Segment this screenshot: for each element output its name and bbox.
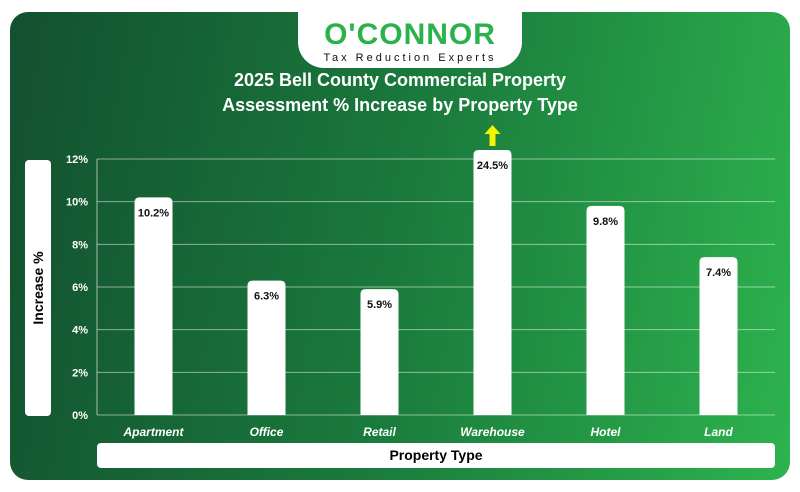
chart-title-line-1: 2025 Bell County Commercial Property	[233, 70, 567, 90]
y-tick-label: 12%	[66, 154, 88, 166]
bar	[473, 150, 512, 415]
data-label: 24.5%	[477, 160, 508, 172]
data-label: 7.4%	[706, 267, 731, 279]
y-axis-label-box: Increase %	[25, 160, 51, 416]
x-tick-label: Hotel	[591, 425, 622, 439]
y-tick-label: 0%	[72, 410, 88, 422]
x-tick-label: Apartment	[122, 425, 184, 439]
data-label: 10.2%	[138, 207, 169, 219]
bar	[699, 257, 738, 415]
y-tick-label: 8%	[72, 239, 88, 251]
data-label: 6.3%	[254, 291, 279, 303]
logo: O'CONNOR Tax Reduction Experts	[298, 12, 522, 68]
y-tick-label: 6%	[72, 282, 88, 294]
x-tick-label: Warehouse	[460, 425, 525, 439]
logo-tagline: Tax Reduction Experts	[323, 52, 497, 64]
bar	[586, 205, 625, 415]
chart-title: 2025 Bell County Commercial Property Ass…	[150, 68, 650, 118]
bar	[247, 280, 286, 415]
x-tick-label: Office	[250, 425, 284, 439]
overflow-arrow-icon	[484, 125, 501, 146]
bar	[360, 289, 399, 415]
x-tick-label: Land	[704, 425, 733, 439]
y-tick-label: 4%	[72, 325, 88, 337]
x-axis-label: Property Type	[97, 443, 775, 468]
logo-brand: O'CONNOR	[324, 18, 496, 51]
bar	[134, 197, 173, 415]
y-tick-label: 2%	[72, 367, 88, 379]
y-tick-label: 10%	[66, 197, 88, 209]
data-label: 9.8%	[593, 216, 618, 228]
chart-title-line-2: Assessment % Increase by Property Type	[222, 95, 578, 115]
x-tick-label: Retail	[363, 425, 396, 439]
data-label: 5.9%	[367, 299, 392, 311]
